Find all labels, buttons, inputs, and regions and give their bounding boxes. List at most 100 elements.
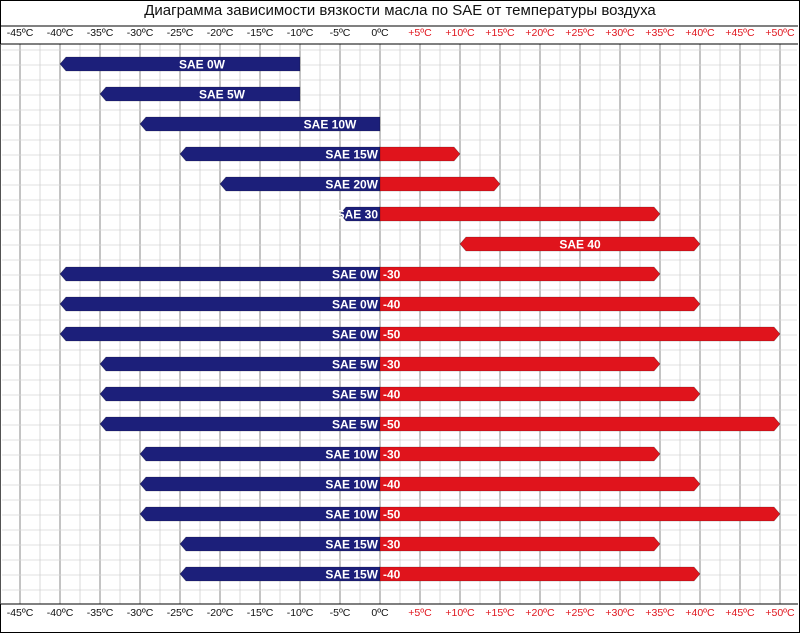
- bar-positive-segment: [379, 416, 781, 432]
- bar-label: SAE 15W: [325, 148, 378, 162]
- bar-negative-segment: [99, 416, 381, 432]
- bar-label-suffix: -50: [383, 418, 401, 432]
- bar-label: SAE 0W: [332, 328, 379, 342]
- bar-label: SAE 0W: [179, 58, 226, 72]
- bottom-tick-label: +5ºC: [408, 607, 432, 619]
- bottom-tick-label: -10ºC: [287, 607, 314, 619]
- bar-label-suffix: -40: [383, 388, 401, 402]
- bar-label: SAE 10W: [325, 478, 378, 492]
- bar-label: SAE 20W: [325, 178, 378, 192]
- bottom-tick-label: +25ºC: [565, 607, 595, 619]
- bar-label-suffix: -30: [383, 268, 401, 282]
- bar-label: SAE 15W: [325, 538, 378, 552]
- bar-negative-segment: [59, 56, 301, 72]
- bar-negative-segment: [59, 266, 381, 282]
- bar-positive-segment: [379, 176, 501, 192]
- bar-label: SAE 10W: [304, 118, 357, 132]
- bottom-tick-label: +20ºC: [525, 607, 555, 619]
- bar-positive-segment: [379, 146, 461, 162]
- bar-negative-segment: [99, 356, 381, 372]
- bar-negative-segment: [99, 86, 301, 102]
- bar-label: SAE 5W: [332, 358, 379, 372]
- bottom-tick-label: -15ºC: [247, 607, 274, 619]
- top-tick-label: +30ºC: [605, 27, 635, 39]
- bar-label: SAE 5W: [332, 418, 379, 432]
- bar-label-suffix: -50: [383, 508, 401, 522]
- bottom-tick-label: +50ºC: [765, 607, 795, 619]
- top-tick-label: +10ºC: [445, 27, 475, 39]
- bar-positive-segment: [379, 536, 661, 552]
- bar-positive-segment: [379, 206, 661, 222]
- bar-negative-segment: [139, 476, 381, 492]
- bottom-tick-label: +10ºC: [445, 607, 475, 619]
- bottom-tick-label: -40ºC: [47, 607, 74, 619]
- top-tick-label: +40ºC: [685, 27, 715, 39]
- bar-label-suffix: -40: [383, 298, 401, 312]
- bar-negative-segment: [179, 536, 381, 552]
- bar-label-suffix: -50: [383, 328, 401, 342]
- bar-negative-segment: [59, 296, 381, 312]
- bottom-tick-label: -25ºC: [167, 607, 194, 619]
- bar-positive-segment: [379, 296, 701, 312]
- bar-label-suffix: -30: [383, 448, 401, 462]
- bar-negative-segment: [139, 446, 381, 462]
- bottom-tick-label: +45ºC: [725, 607, 755, 619]
- bar-negative-segment: [179, 566, 381, 582]
- bar-label: SAE 0W: [332, 268, 379, 282]
- top-tick-label: -25ºC: [167, 27, 194, 39]
- bottom-tick-label: +40ºC: [685, 607, 715, 619]
- bar-label-suffix: -40: [383, 568, 401, 582]
- bottom-tick-label: -45ºC: [7, 607, 34, 619]
- bar-label: SAE 40: [559, 238, 601, 252]
- bottom-tick-label: -5ºC: [330, 607, 351, 619]
- top-tick-label: -15ºC: [247, 27, 274, 39]
- bar-negative-segment: [139, 116, 381, 132]
- bottom-tick-label: 0ºC: [371, 607, 389, 619]
- bottom-tick-label: -30ºC: [127, 607, 154, 619]
- bar-label: SAE 5W: [199, 88, 246, 102]
- top-tick-label: -35ºC: [87, 27, 114, 39]
- top-tick-label: 0ºC: [371, 27, 389, 39]
- bar-positive-segment: [379, 356, 661, 372]
- top-tick-label: -40ºC: [47, 27, 74, 39]
- bottom-tick-label: +15ºC: [485, 607, 515, 619]
- bar-negative-segment: [219, 176, 381, 192]
- bar-label-suffix: -30: [383, 358, 401, 372]
- bar-label: SAE 15W: [325, 568, 378, 582]
- top-tick-label: +45ºC: [725, 27, 755, 39]
- top-tick-label: -45ºC: [7, 27, 34, 39]
- top-tick-label: +20ºC: [525, 27, 555, 39]
- top-tick-label: +35ºC: [645, 27, 675, 39]
- bar-negative-segment: [139, 506, 381, 522]
- top-tick-label: -5ºC: [330, 27, 351, 39]
- bar-positive-segment: [379, 506, 781, 522]
- bar-positive-segment: [379, 476, 701, 492]
- top-tick-label: +50ºC: [765, 27, 795, 39]
- bar-label-suffix: -30: [383, 538, 401, 552]
- chart-title: Диаграмма зависимости вязкости масла по …: [144, 2, 656, 19]
- bar-label-suffix: -40: [383, 478, 401, 492]
- bar-negative-segment: [179, 146, 381, 162]
- bar-positive-segment: [379, 386, 701, 402]
- bar-negative-segment: [339, 206, 381, 222]
- bottom-tick-label: +30ºC: [605, 607, 635, 619]
- bar-label: SAE 10W: [325, 448, 378, 462]
- bar-positive-segment: [379, 446, 661, 462]
- bar-negative-segment: [59, 326, 381, 342]
- top-tick-label: +25ºC: [565, 27, 595, 39]
- bar-negative-segment: [99, 386, 381, 402]
- bar-positive-segment: [379, 326, 781, 342]
- bottom-tick-label: -20ºC: [207, 607, 234, 619]
- bar-label: SAE 5W: [332, 388, 379, 402]
- top-tick-label: +15ºC: [485, 27, 515, 39]
- top-tick-label: +5ºC: [408, 27, 432, 39]
- bottom-tick-label: +35ºC: [645, 607, 675, 619]
- top-tick-label: -20ºC: [207, 27, 234, 39]
- bar-positive-segment: [379, 266, 661, 282]
- bar-label: SAE 10W: [325, 508, 378, 522]
- top-tick-label: -10ºC: [287, 27, 314, 39]
- bar-label: SAE 30: [337, 208, 379, 222]
- bar-positive-segment: [379, 566, 701, 582]
- bar-label: SAE 0W: [332, 298, 379, 312]
